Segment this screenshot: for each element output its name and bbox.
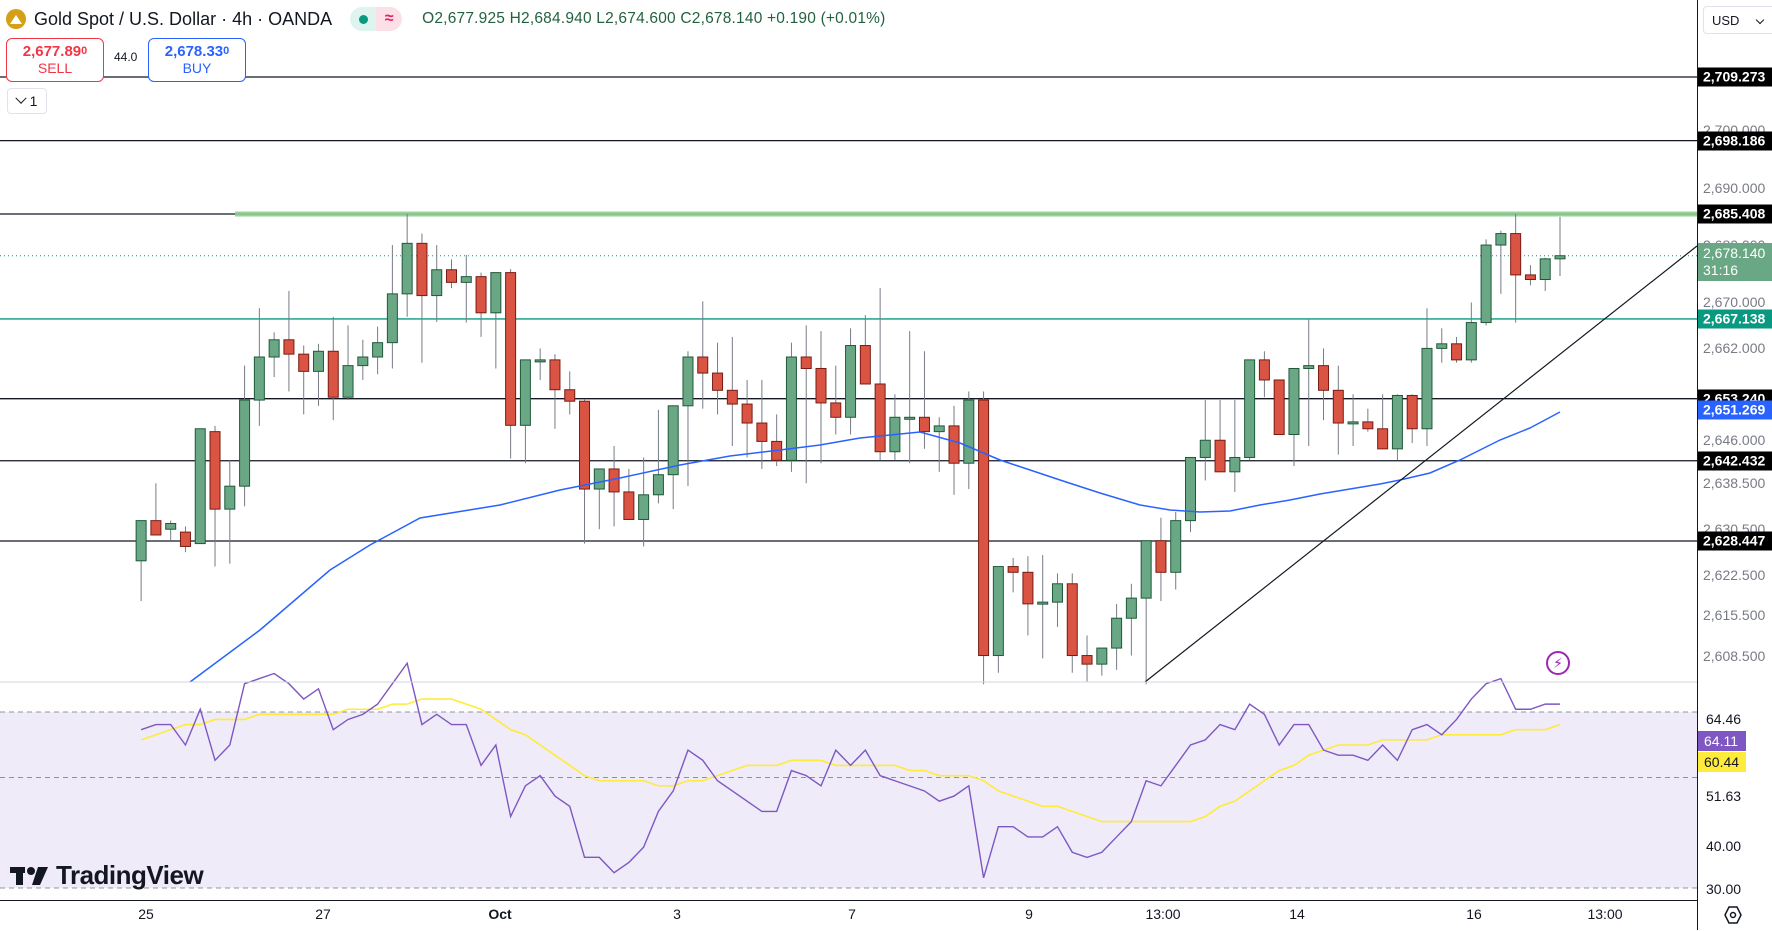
status-pill[interactable]: ≈ (350, 7, 403, 31)
gold-coin-icon (6, 9, 26, 29)
time-label: Oct (488, 906, 512, 922)
currency-value: USD (1712, 12, 1740, 28)
resistance-zone[interactable] (235, 211, 1697, 217)
last-price: 2,678.140 (1703, 245, 1766, 261)
indicators-count: 1 (29, 93, 38, 109)
moving-average-line (189, 411, 1561, 683)
price-level-tag: 2,685.408 (1698, 204, 1772, 224)
price-level-tag: 2,709.273 (1698, 67, 1772, 87)
rsi-tick: 64.46 (1706, 711, 1742, 727)
bar-countdown: 31:16 (1703, 262, 1739, 278)
price-tick: 2,638.500 (1703, 475, 1766, 492)
price-tick: 2,615.500 (1703, 607, 1766, 624)
rsi-ma-value-tag: 60.44 (1698, 752, 1746, 772)
time-label: 25 (138, 906, 154, 922)
sell-price: 2,677.89 (22, 43, 82, 60)
price-level-tag: 2,651.269 (1698, 400, 1772, 420)
rsi-tick: 30.00 (1706, 881, 1742, 897)
rsi-line (140, 661, 1560, 878)
watermark-text: TradingView (56, 860, 204, 890)
settings-gear-icon[interactable] (1723, 905, 1743, 925)
time-label: 14 (1289, 906, 1305, 922)
time-label: 9 (1025, 906, 1033, 922)
trendline (1144, 245, 1697, 683)
time-label: 27 (315, 906, 331, 922)
indicators-toggle-button[interactable]: 1 (7, 88, 47, 114)
price-level-tag: 2,628.447 (1698, 531, 1772, 551)
approx-data-icon: ≈ (376, 7, 403, 31)
rsi-tick: 51.63 (1706, 788, 1742, 804)
chart-overlays (189, 245, 1697, 683)
price-level-tag: 2,667.138 (1698, 309, 1772, 329)
sell-label: SELL (37, 60, 73, 76)
price-tick: 2,622.500 (1703, 567, 1766, 584)
spread-value: 44.0 (114, 50, 138, 64)
rsi-band (0, 712, 1697, 888)
time-label: 13:00 (1145, 906, 1181, 922)
chart-header: Gold Spot / U.S. Dollar · 4h · OANDA ≈ O… (6, 6, 886, 32)
tradingview-logo[interactable]: TradingView (10, 860, 204, 891)
time-axis[interactable] (0, 900, 1697, 931)
rsi-value-tag: 64.11 (1698, 731, 1746, 751)
price-level-tag: 2,698.186 (1698, 131, 1772, 151)
currency-select[interactable]: USD (1703, 6, 1772, 34)
buy-price: 2,678.33 (164, 43, 224, 60)
time-label: 13:00 (1587, 906, 1623, 922)
price-tick: 2,690.000 (1703, 179, 1766, 196)
last-price-tag: 2,678.140 31:16 (1698, 243, 1772, 281)
symbol-title[interactable]: Gold Spot / U.S. Dollar · 4h · OANDA (34, 8, 333, 29)
time-label: 3 (673, 906, 681, 922)
horizontal-levels[interactable] (0, 76, 1697, 542)
time-label: 7 (848, 906, 856, 922)
buy-label: BUY (182, 60, 212, 76)
buy-button[interactable]: 2,678.330 BUY (148, 38, 246, 82)
rsi-pane (0, 661, 1697, 889)
price-tick: 2,662.000 (1703, 340, 1766, 357)
market-open-icon (350, 7, 377, 31)
chevron-down-icon (14, 92, 27, 104)
ohlc-values: O2,677.925 H2,684.940 L2,674.600 C2,678.… (422, 10, 886, 27)
sell-button[interactable]: 2,677.890 SELL (6, 38, 104, 82)
time-label: 16 (1466, 906, 1482, 922)
lightning-icon[interactable]: ⚡ (1546, 651, 1570, 675)
price-level-tag: 2,642.432 (1698, 451, 1772, 471)
price-tick: 2,646.000 (1703, 432, 1766, 449)
buy-price-fraction: 0 (223, 45, 230, 57)
rsi-tick: 40.00 (1706, 838, 1742, 854)
tradingview-logo-icon (10, 866, 48, 885)
chevron-down-icon (1756, 15, 1765, 25)
sell-price-fraction: 0 (81, 45, 88, 57)
price-tick: 2,670.000 (1703, 294, 1766, 311)
candlesticks (135, 214, 1566, 685)
price-tick: 2,608.500 (1703, 647, 1766, 664)
chart-canvas[interactable] (0, 0, 1697, 900)
